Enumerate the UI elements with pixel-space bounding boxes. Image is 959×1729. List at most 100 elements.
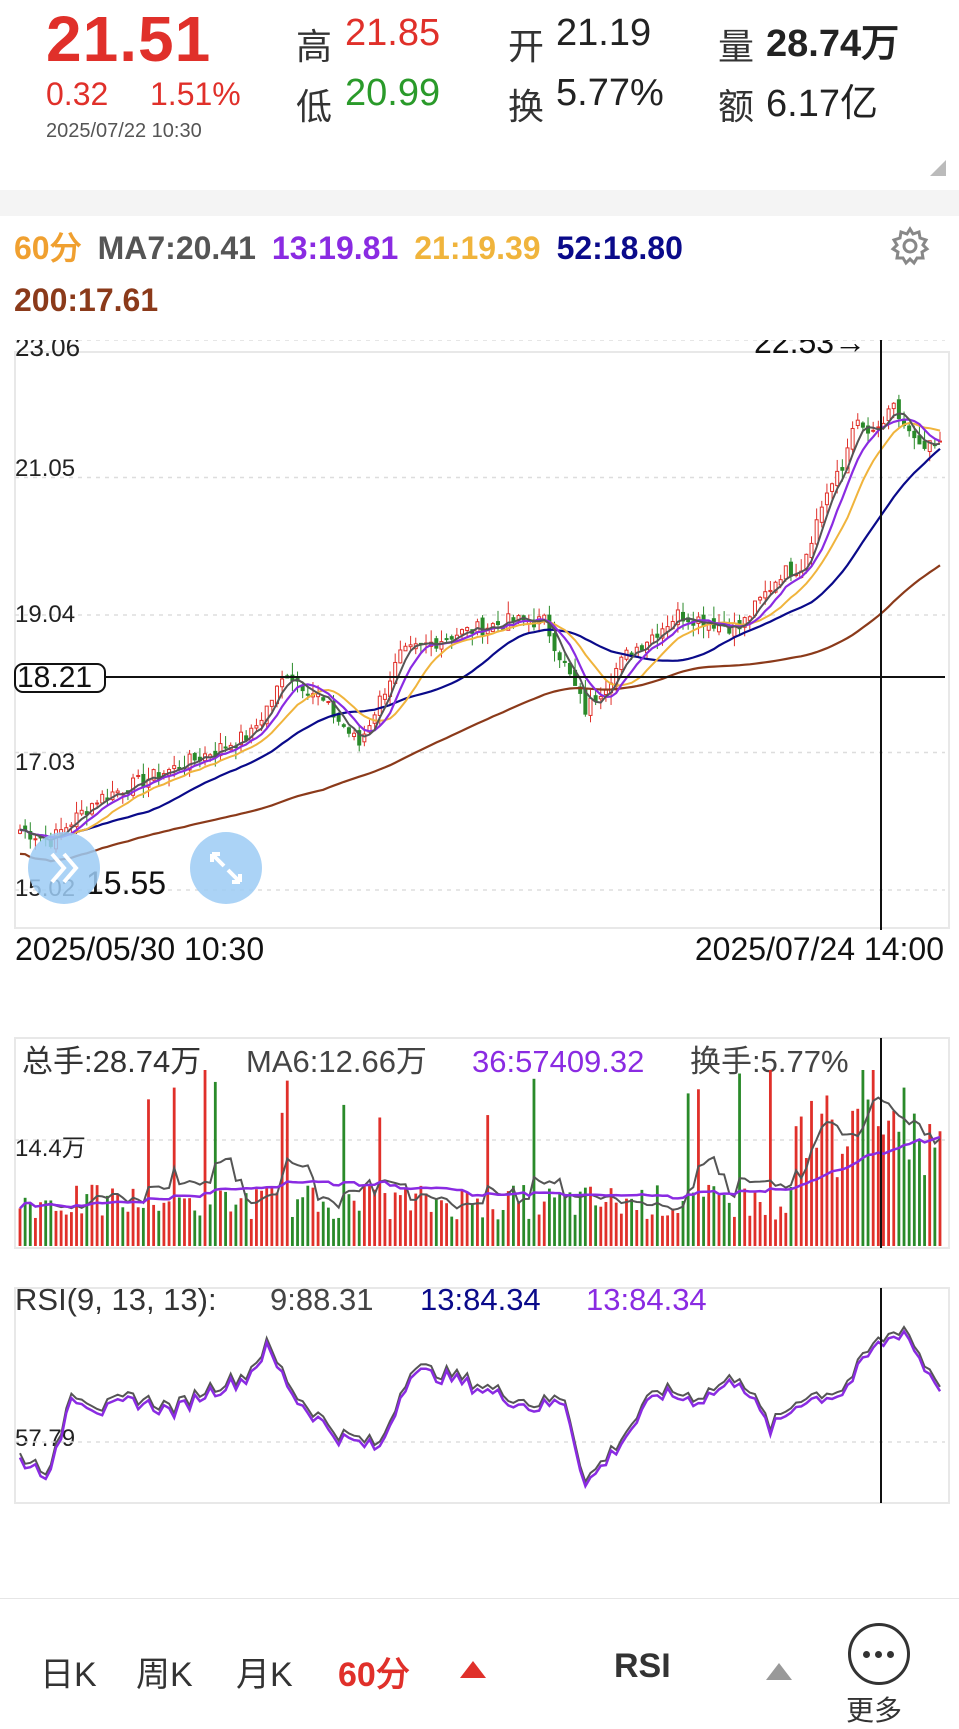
ma52-legend: 52:18.80 <box>556 230 683 266</box>
volume-bar <box>131 1188 135 1246</box>
volume-bar <box>866 1099 870 1246</box>
candle-body <box>835 470 840 487</box>
last-price: 21.51 <box>46 3 212 75</box>
volume-bar <box>255 1189 258 1246</box>
tab-week-k[interactable]: 周K <box>136 1656 193 1694</box>
volume-bar <box>655 1185 659 1246</box>
candle-body <box>495 621 500 626</box>
candle-body <box>681 611 686 622</box>
volume-bar <box>933 1147 937 1246</box>
volume-bar <box>594 1205 598 1246</box>
x-axis-start: 2025/05/30 10:30 <box>15 931 264 967</box>
volume-bar <box>846 1146 849 1246</box>
volume-bar <box>249 1218 253 1246</box>
volume-bar <box>177 1197 181 1246</box>
candle-body <box>809 542 814 558</box>
volume-bar <box>871 1070 875 1246</box>
volume-bar <box>506 1191 510 1246</box>
volume-bar <box>64 1214 68 1246</box>
volume-bar <box>167 1201 171 1246</box>
expand-button[interactable] <box>190 832 262 904</box>
volume-bar <box>393 1192 397 1246</box>
corner-expand-icon[interactable] <box>930 160 946 176</box>
volume-bar <box>840 1153 844 1246</box>
volume-bar <box>774 1219 777 1246</box>
candle-body <box>74 812 79 828</box>
period-dropdown-icon[interactable] <box>460 1661 486 1678</box>
volume-panel-frame <box>14 1037 950 1249</box>
candle-body <box>264 705 269 725</box>
candle-body <box>783 565 788 580</box>
volume-bar <box>352 1200 356 1246</box>
candle-body <box>788 561 793 577</box>
volume-bar <box>337 1217 341 1246</box>
volume-bar <box>522 1185 526 1246</box>
rsi-lines <box>18 1325 942 1490</box>
volume-bar <box>712 1186 716 1246</box>
volume-bar <box>784 1212 788 1246</box>
period-label[interactable]: 60分 <box>14 230 82 266</box>
volume-bar <box>635 1210 639 1246</box>
volume-bar <box>671 1208 675 1246</box>
tab-60min[interactable]: 60分 <box>338 1656 410 1694</box>
candle-body <box>480 617 485 636</box>
quote-timestamp: 2025/07/22 10:30 <box>46 120 202 142</box>
candle-body <box>460 629 465 635</box>
volume-bar <box>193 1210 197 1246</box>
bottom-nav: 日K 周K 月K 60分 RSI 更多 <box>0 1598 959 1726</box>
candle-body <box>824 492 829 506</box>
volume-bar <box>558 1192 562 1246</box>
volume-bar <box>887 1120 891 1246</box>
candle-body <box>321 697 326 701</box>
kline-chart-area[interactable]: 23.06 21.05 19.04 17.03 18.21 22.53→ 15.… <box>0 340 959 1600</box>
volume-bar <box>183 1198 186 1246</box>
candle-body <box>172 765 177 770</box>
price-change-percent: 1.51% <box>150 76 241 112</box>
volume-bar <box>357 1210 361 1246</box>
price-panel-frame <box>14 351 950 929</box>
volume-bar <box>121 1207 125 1246</box>
candle-body <box>28 830 33 840</box>
candle-body <box>742 617 747 628</box>
volume-bar <box>820 1113 824 1246</box>
volume-bar <box>851 1110 855 1246</box>
tab-month-k[interactable]: 月K <box>236 1656 293 1694</box>
tab-day-k[interactable]: 日K <box>40 1656 97 1694</box>
quote-header: 21.51 0.32 1.51% 2025/07/22 10:30 高 21.8… <box>0 0 959 190</box>
indicator-selector[interactable]: RSI <box>614 1647 671 1685</box>
volume-bar <box>234 1204 238 1246</box>
volume-bar <box>578 1191 582 1246</box>
volume-bar <box>748 1215 752 1246</box>
volume-bar <box>733 1216 736 1246</box>
more-button-label[interactable]: 更多 <box>846 1695 903 1726</box>
volume-bar <box>100 1215 104 1246</box>
volume-bar <box>609 1188 613 1246</box>
volume-ma36-line <box>19 1135 941 1210</box>
volume-bar <box>902 1087 906 1246</box>
ellipsis-icon[interactable] <box>848 1623 910 1685</box>
volume-bar <box>23 1197 27 1246</box>
y-tick-21.05: 21.05 <box>15 455 75 482</box>
candle-body <box>896 399 901 420</box>
y-tick-17.03: 17.03 <box>15 749 75 776</box>
volume-bar <box>59 1210 63 1246</box>
candle-body <box>855 419 860 427</box>
volume-bar <box>491 1209 495 1246</box>
candle-body <box>876 426 881 429</box>
gear-icon[interactable] <box>890 226 930 266</box>
volume-bar <box>481 1217 484 1246</box>
forward-button[interactable] <box>28 832 100 904</box>
volume-bar <box>198 1215 202 1246</box>
volume-bar <box>136 1207 140 1246</box>
volume-bar <box>650 1214 654 1246</box>
x-axis-end: 2025/07/24 14:00 <box>695 931 944 967</box>
candle-body <box>557 652 562 661</box>
volume-bar <box>815 1147 819 1246</box>
high-value: 21.85 <box>345 12 441 54</box>
volume-bar <box>203 1070 207 1246</box>
volume-bar <box>583 1187 587 1246</box>
volume-bar <box>676 1213 680 1246</box>
volume-bar <box>75 1185 78 1246</box>
candle-body <box>403 645 408 652</box>
indicator-dropdown-icon[interactable] <box>766 1663 792 1680</box>
